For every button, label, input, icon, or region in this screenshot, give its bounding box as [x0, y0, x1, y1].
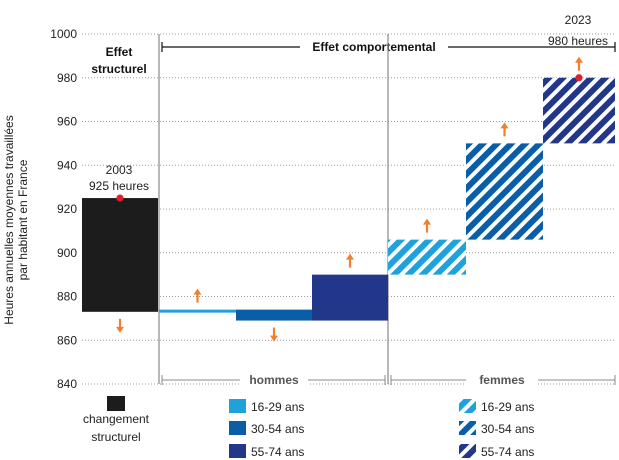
legend-label-women-55-74: 55-74 ans	[481, 445, 534, 459]
legend-swatch-men-16-29	[229, 399, 246, 413]
y-tick-label: 860	[57, 333, 77, 347]
women-bracket	[390, 372, 616, 388]
arrow-up-femmes_30_54	[500, 122, 509, 137]
start-marker	[116, 194, 124, 202]
men-bracket	[161, 372, 386, 388]
y-axis-label-line1: Heures annuelles moyennes travaillées	[2, 115, 16, 324]
legend-label-men-30-54: 30-54 ans	[251, 422, 304, 436]
y-tick-label: 840	[57, 377, 77, 391]
y-tick-label: 900	[57, 246, 77, 260]
y-tick-label: 1000	[50, 27, 77, 41]
legend-structural-line2: structurel	[91, 430, 140, 444]
header-structural-line2: structurel	[91, 62, 146, 76]
separators	[158, 34, 389, 384]
step-bar-hommes_55_74	[312, 274, 388, 321]
legend-swatch-structural	[107, 396, 125, 411]
end-marker	[575, 74, 583, 82]
header-structural-line1: Effet	[106, 45, 133, 59]
step-bar-hommes_16_29	[159, 309, 236, 313]
legend-swatch-women-16-29	[459, 399, 476, 413]
legend-swatch-women-55-74	[459, 444, 476, 458]
arrow-down-structurel	[116, 318, 124, 333]
y-tick-label: 880	[57, 290, 77, 304]
y-axis-label-line2: par habitant en France	[16, 159, 30, 280]
end-hours-label: 980 heures	[548, 34, 608, 48]
group-label-men: hommes	[249, 373, 299, 387]
arrow-up-hommes_16_29	[193, 288, 202, 303]
waterfall-steps	[82, 77, 615, 321]
legend-swatch-women-30-54	[459, 421, 476, 435]
legend-label-women-30-54: 30-54 ans	[481, 422, 534, 436]
legend-label-men-55-74: 55-74 ans	[251, 445, 304, 459]
arrow-up-femmes_16_29	[423, 218, 431, 233]
legend-structural-line1: changement	[83, 412, 150, 426]
endpoint-markers	[116, 74, 583, 202]
start-hours-label: 925 heures	[89, 179, 149, 193]
legend-swatch-men-30-54	[229, 421, 246, 435]
end-year-label: 2023	[565, 13, 592, 27]
step-bar-femmes_30_54	[466, 143, 543, 240]
legend-label-women-16-29: 16-29 ans	[481, 400, 534, 414]
group-label-women: femmes	[479, 373, 525, 387]
step-bar-femmes_16_29	[388, 239, 466, 275]
y-tick-label: 920	[57, 202, 77, 216]
arrow-up-femmes_55_74	[575, 56, 583, 71]
y-axis-ticks: 840 860 880 900 920 940 960 980 1000	[50, 27, 77, 391]
legend-label-men-16-29: 16-29 ans	[251, 400, 304, 414]
step-bar-femmes_55_74	[543, 77, 615, 144]
start-year-label: 2003	[106, 163, 133, 177]
y-tick-label: 940	[57, 158, 77, 172]
arrow-down-hommes_30_54	[270, 327, 278, 342]
step-bar-hommes_30_54	[236, 309, 312, 321]
step-bar-structurel	[82, 198, 158, 312]
y-tick-label: 980	[57, 71, 77, 85]
legend-swatch-men-55-74	[229, 444, 246, 458]
y-tick-label: 960	[57, 115, 77, 129]
arrow-up-hommes_55_74	[346, 253, 354, 268]
header-behavioral: Effet comportemental	[312, 40, 435, 54]
direction-arrows	[116, 56, 583, 342]
